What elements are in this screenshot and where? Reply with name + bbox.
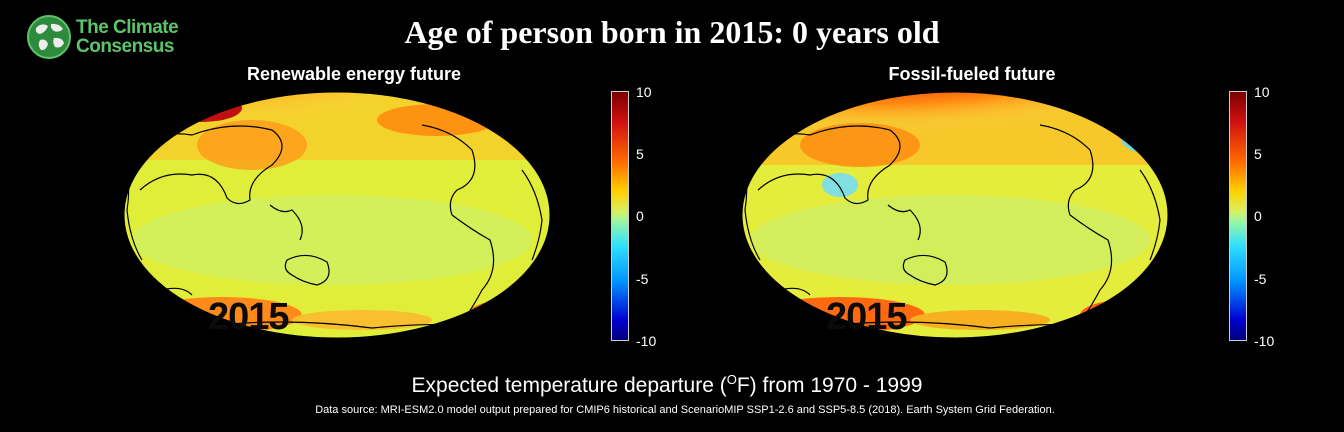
year-label-renewable: 2015: [208, 296, 290, 338]
data-source: Data source: MRI-ESM2.0 model output pre…: [315, 404, 1055, 416]
axis-label-after: F) from 1970 - 1999: [736, 374, 923, 397]
logo: The Climate Consensus: [26, 14, 206, 62]
year-label-fossil: 2015: [826, 296, 908, 338]
colorbar-left: [611, 91, 629, 341]
tick-label: 5: [1254, 146, 1262, 162]
tick-label: -5: [1254, 271, 1267, 287]
tick-label: -10: [1254, 333, 1275, 349]
logo-text: The Climate Consensus: [76, 17, 179, 57]
page-title: Age of person born in 2015: 0 years old: [404, 14, 940, 50]
tick-label: -10: [636, 333, 657, 349]
tick-label: 0: [636, 208, 644, 224]
axis-label: Expected temperature departure (OF) from…: [0, 372, 1334, 398]
axis-label-before: Expected temperature departure (: [411, 374, 727, 397]
globe-icon: [27, 15, 71, 59]
tick-label: 10: [1254, 84, 1270, 100]
axis-label-degree: O: [726, 372, 737, 387]
colorbar-right: [1229, 91, 1247, 341]
logo-line1: The Climate: [76, 17, 179, 38]
tick-label: 0: [1254, 208, 1262, 224]
map-renewable: [123, 91, 551, 339]
logo-line2: Consensus: [76, 36, 174, 57]
panel-title-fossil: Fossil-fueled future: [888, 64, 1056, 84]
tick-label: -5: [636, 271, 649, 287]
panel-title-renewable: Renewable energy future: [246, 64, 462, 84]
tick-label: 10: [636, 84, 652, 100]
tick-label: 5: [636, 146, 644, 162]
map-fossil: [741, 91, 1169, 339]
